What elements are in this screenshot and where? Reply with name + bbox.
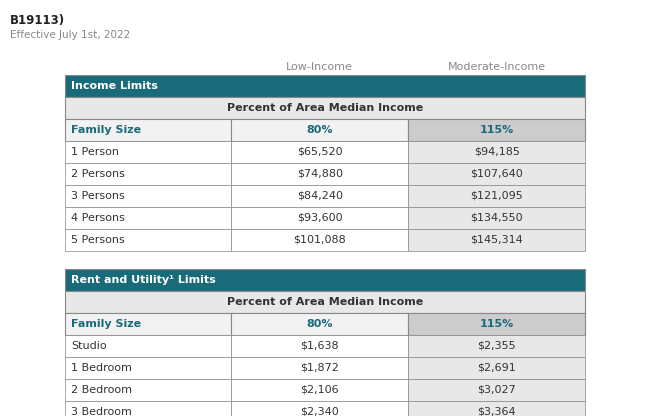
Bar xyxy=(408,357,585,379)
Bar xyxy=(65,207,231,229)
Text: $1,872: $1,872 xyxy=(301,363,339,373)
Bar xyxy=(65,401,231,416)
Bar xyxy=(231,379,408,401)
Text: 3 Persons: 3 Persons xyxy=(71,191,125,201)
Text: 5 Persons: 5 Persons xyxy=(71,235,125,245)
Text: Family Size: Family Size xyxy=(71,125,141,135)
Bar xyxy=(65,185,231,207)
Bar xyxy=(231,207,408,229)
Text: $2,340: $2,340 xyxy=(301,407,339,416)
Text: $107,640: $107,640 xyxy=(470,169,523,179)
Bar xyxy=(65,291,585,313)
Text: 1 Bedroom: 1 Bedroom xyxy=(71,363,132,373)
Bar xyxy=(231,401,408,416)
Text: $134,550: $134,550 xyxy=(470,213,523,223)
Bar xyxy=(408,185,585,207)
Bar xyxy=(65,269,585,291)
Bar xyxy=(231,163,408,185)
Bar xyxy=(231,229,408,251)
Bar xyxy=(65,335,231,357)
Text: 80%: 80% xyxy=(306,319,333,329)
Text: Low-Income: Low-Income xyxy=(286,62,353,72)
Bar xyxy=(65,97,585,119)
Text: 3 Bedroom: 3 Bedroom xyxy=(71,407,132,416)
Text: $93,600: $93,600 xyxy=(297,213,342,223)
Bar xyxy=(408,335,585,357)
Text: 80%: 80% xyxy=(306,125,333,135)
Bar xyxy=(408,379,585,401)
Bar xyxy=(231,119,408,141)
Text: Percent of Area Median Income: Percent of Area Median Income xyxy=(227,103,423,113)
Bar xyxy=(65,119,231,141)
Text: $3,364: $3,364 xyxy=(477,407,516,416)
Text: $1,638: $1,638 xyxy=(301,341,339,351)
Text: $121,095: $121,095 xyxy=(470,191,523,201)
Bar xyxy=(231,141,408,163)
Bar xyxy=(408,313,585,335)
Bar xyxy=(65,357,231,379)
Text: $2,691: $2,691 xyxy=(477,363,516,373)
Text: Income Limits: Income Limits xyxy=(71,81,158,91)
Bar xyxy=(231,335,408,357)
Text: Moderate-Income: Moderate-Income xyxy=(447,62,546,72)
Bar xyxy=(65,141,231,163)
Bar xyxy=(408,119,585,141)
Text: 2 Bedroom: 2 Bedroom xyxy=(71,385,132,395)
Bar xyxy=(65,163,231,185)
Text: Studio: Studio xyxy=(71,341,107,351)
Bar xyxy=(65,379,231,401)
Bar xyxy=(408,229,585,251)
Text: $65,520: $65,520 xyxy=(297,147,342,157)
Text: $2,106: $2,106 xyxy=(301,385,339,395)
Bar xyxy=(65,229,231,251)
Bar xyxy=(231,357,408,379)
Text: Rent and Utility¹ Limits: Rent and Utility¹ Limits xyxy=(71,275,216,285)
Text: 1 Person: 1 Person xyxy=(71,147,119,157)
Text: $101,088: $101,088 xyxy=(293,235,346,245)
Bar xyxy=(231,313,408,335)
Bar xyxy=(408,207,585,229)
Bar xyxy=(231,185,408,207)
Text: Percent of Area Median Income: Percent of Area Median Income xyxy=(227,297,423,307)
Bar xyxy=(408,401,585,416)
Bar xyxy=(408,163,585,185)
Text: $94,185: $94,185 xyxy=(473,147,520,157)
Bar xyxy=(65,75,585,97)
Text: $84,240: $84,240 xyxy=(297,191,343,201)
Text: 2 Persons: 2 Persons xyxy=(71,169,125,179)
Text: $2,355: $2,355 xyxy=(477,341,516,351)
Text: $3,027: $3,027 xyxy=(477,385,516,395)
Text: Effective July 1st, 2022: Effective July 1st, 2022 xyxy=(10,30,130,40)
Text: $145,314: $145,314 xyxy=(470,235,523,245)
Text: $74,880: $74,880 xyxy=(297,169,343,179)
Text: Family Size: Family Size xyxy=(71,319,141,329)
Text: 115%: 115% xyxy=(479,125,514,135)
Text: 4 Persons: 4 Persons xyxy=(71,213,125,223)
Bar xyxy=(65,313,231,335)
Text: B19113): B19113) xyxy=(10,14,65,27)
Text: 115%: 115% xyxy=(479,319,514,329)
Bar xyxy=(408,141,585,163)
